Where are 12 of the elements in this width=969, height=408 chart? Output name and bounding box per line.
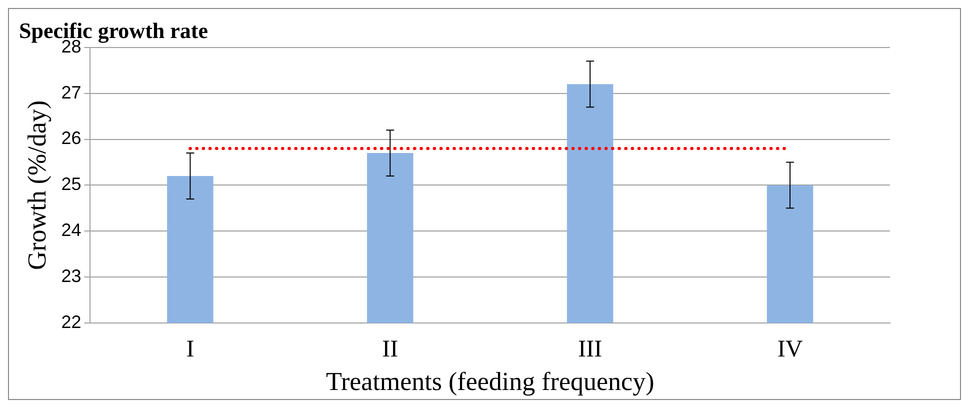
y-tick-label: 22: [61, 312, 82, 332]
x-tick-label: II: [382, 336, 398, 363]
x-tick-label: III: [578, 336, 602, 363]
x-axis-title: Treatments (feeding frequency): [326, 367, 654, 396]
y-tick-label: 24: [61, 220, 82, 240]
y-tick-label: 23: [61, 266, 82, 286]
x-tick-label: IV: [777, 336, 804, 363]
y-axis-title: Growth (%/day): [22, 100, 52, 270]
y-tick-label: 27: [61, 82, 82, 102]
x-tick-label: I: [186, 336, 194, 363]
y-tick-label: 26: [61, 128, 82, 148]
y-tick-label: 25: [61, 174, 82, 194]
